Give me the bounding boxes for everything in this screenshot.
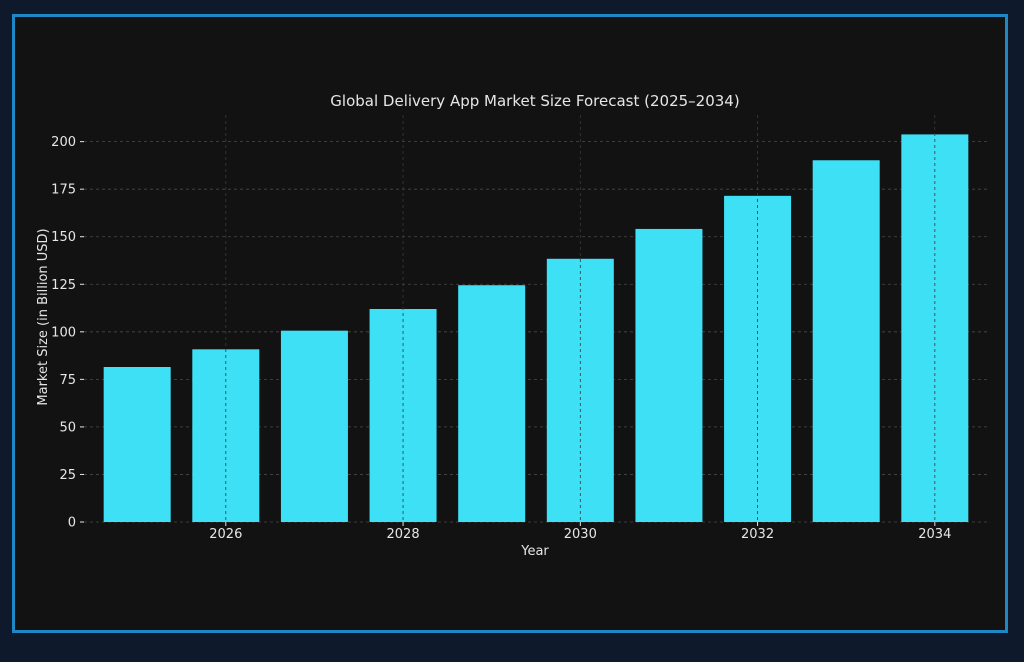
- chart-title: Global Delivery App Market Size Forecast…: [330, 92, 739, 110]
- bar-2033: [812, 160, 880, 523]
- x-tick-label: 2028: [387, 527, 420, 542]
- y-tick-label: 25: [59, 468, 76, 483]
- y-tick-label: 100: [51, 325, 76, 340]
- bar-2027: [280, 330, 348, 522]
- y-tick-label: 0: [68, 516, 76, 531]
- bar-2032: [724, 195, 792, 522]
- x-axis-label: Year: [520, 544, 549, 559]
- y-tick-label: 75: [59, 373, 76, 388]
- x-tick-label: 2032: [741, 527, 774, 542]
- x-tick-label: 2034: [918, 527, 951, 542]
- y-tick-label: 150: [51, 230, 76, 245]
- y-tick-label: 175: [51, 183, 76, 198]
- tick-labels: 0 25 50 75 100 125 150 175 200 2026 2028 2030 2032 20…: [51, 135, 951, 542]
- vertical-grid-lines: [225, 115, 936, 522]
- bars: [103, 134, 969, 523]
- bar-2029: [458, 285, 526, 522]
- bar-2031: [635, 228, 703, 522]
- x-tick-label: 2026: [209, 527, 242, 542]
- x-tick-label: 2030: [564, 527, 597, 542]
- y-tick-label: 50: [59, 420, 76, 435]
- y-axis-label: Market Size (in Billion USD): [36, 228, 51, 405]
- y-tick-label: 200: [51, 135, 76, 150]
- bar-2025: [103, 366, 171, 522]
- y-tick-label: 125: [51, 278, 76, 293]
